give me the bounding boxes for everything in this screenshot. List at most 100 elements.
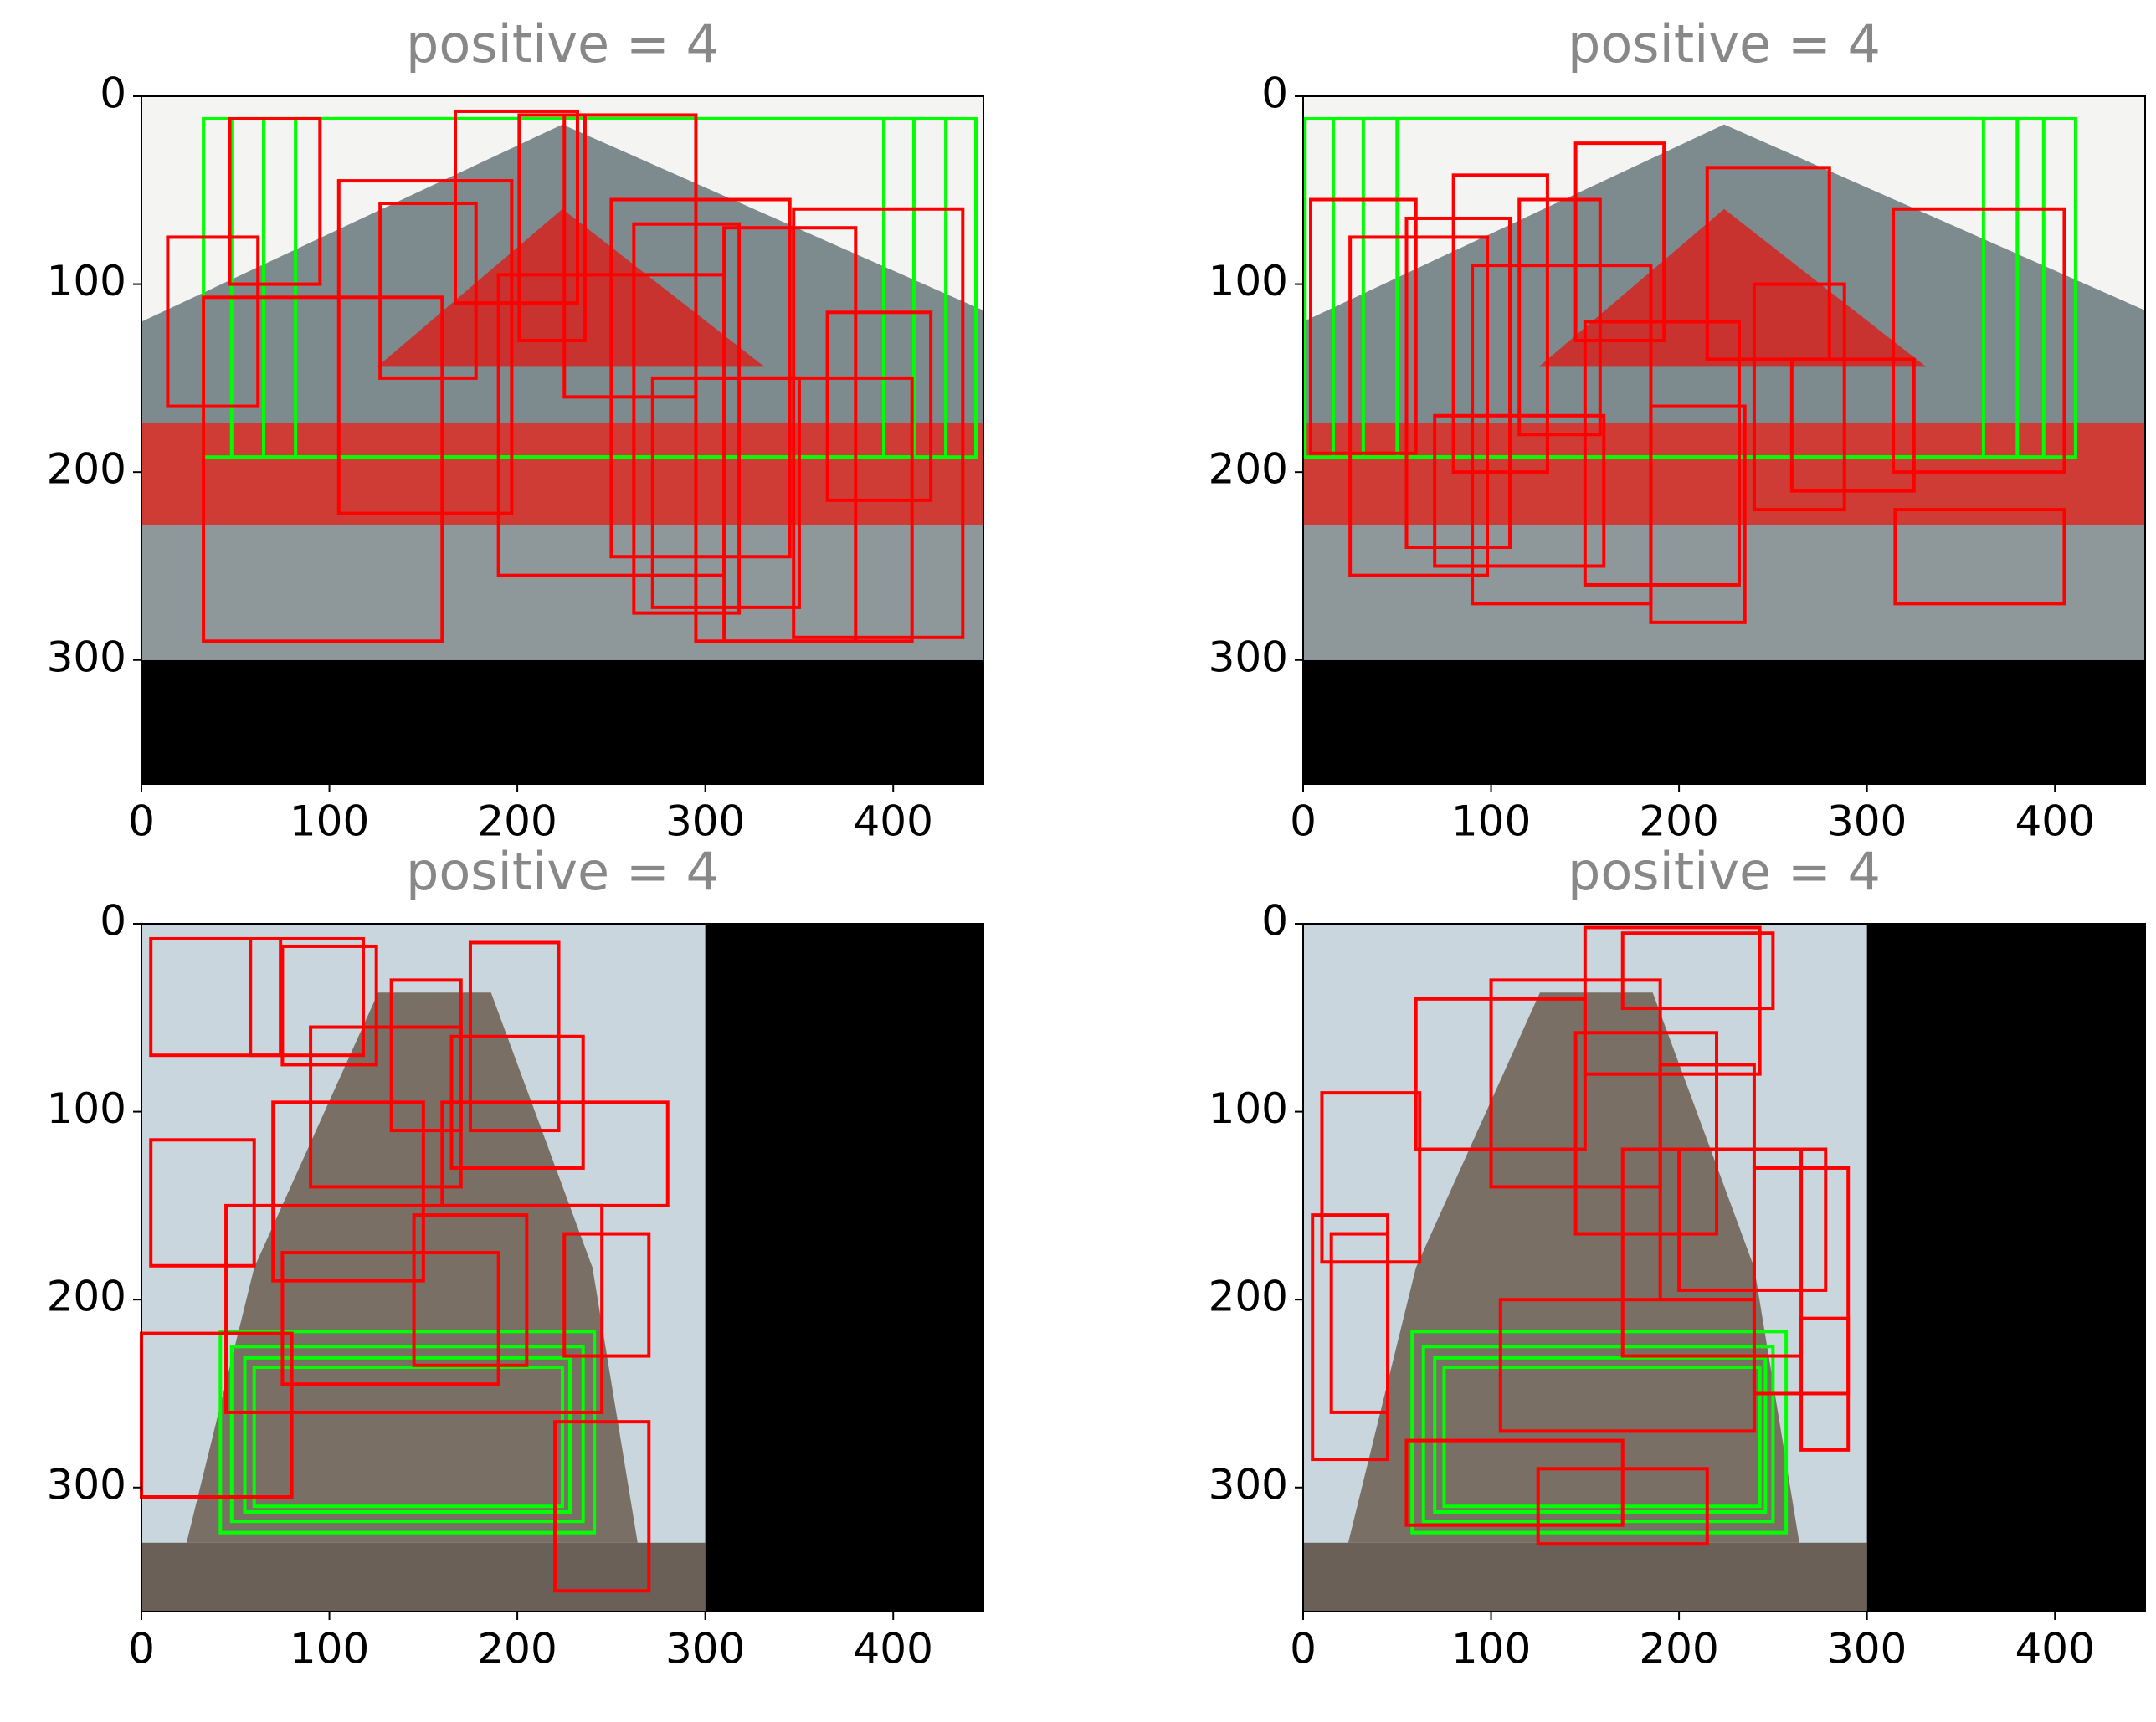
bounding-box bbox=[294, 116, 886, 459]
x-tick-label: 400 bbox=[853, 797, 932, 846]
photo bbox=[1303, 96, 2145, 660]
bounding-box bbox=[1410, 1330, 1789, 1535]
photo-gable bbox=[377, 208, 765, 367]
y-tick-label: 300 bbox=[47, 633, 126, 681]
photo-wall bbox=[1303, 423, 2145, 536]
x-tick-label: 200 bbox=[1639, 1625, 1718, 1673]
photo-wall bbox=[141, 423, 983, 536]
bounding-box bbox=[378, 202, 478, 380]
bounding-box bbox=[1451, 173, 1549, 474]
bounding-box bbox=[228, 116, 322, 286]
bounding-box bbox=[1649, 404, 1747, 624]
x-tick-label: 0 bbox=[128, 1625, 155, 1673]
x-tick-label: 300 bbox=[665, 1625, 745, 1673]
axes-frame bbox=[141, 923, 984, 1612]
bounding-box bbox=[249, 936, 365, 1058]
bounding-box bbox=[1705, 166, 1831, 361]
bounding-box bbox=[1395, 116, 1985, 459]
bounding-box bbox=[517, 113, 587, 342]
subplot-title: positive = 4 bbox=[1568, 841, 1881, 902]
bounding-box bbox=[280, 944, 378, 1067]
bounding-box bbox=[1404, 1438, 1625, 1527]
bounding-box bbox=[1752, 282, 1846, 512]
bounding-box bbox=[252, 1366, 564, 1509]
bounding-box bbox=[1308, 197, 1418, 455]
bounding-box bbox=[825, 310, 933, 502]
bounding-box bbox=[218, 1330, 597, 1535]
bounding-box bbox=[1789, 357, 1916, 493]
bounding-box bbox=[271, 1100, 425, 1283]
bounding-box bbox=[149, 936, 283, 1058]
x-tick-label: 400 bbox=[2015, 1625, 2094, 1673]
bounding-box bbox=[280, 1251, 501, 1386]
x-tick-label: 100 bbox=[1451, 797, 1531, 846]
bounding-box bbox=[1583, 925, 1762, 1076]
bounding-box bbox=[1620, 1147, 1804, 1358]
bounding-box bbox=[553, 1420, 651, 1593]
x-tick-label: 400 bbox=[853, 1625, 932, 1673]
y-tick-label: 0 bbox=[100, 897, 126, 946]
y-tick-label: 0 bbox=[100, 69, 126, 118]
axes-frame bbox=[141, 95, 984, 785]
bounding-box bbox=[1799, 1316, 1851, 1452]
bounding-box bbox=[632, 222, 742, 615]
y-tick-label: 300 bbox=[1209, 1460, 1288, 1509]
bounding-box bbox=[1620, 931, 1775, 1011]
x-tick-label: 100 bbox=[290, 1625, 369, 1673]
y-tick-label: 300 bbox=[1209, 633, 1288, 681]
y-tick-label: 200 bbox=[1209, 445, 1288, 494]
bounding-box bbox=[1404, 216, 1512, 550]
bounding-box bbox=[1433, 1356, 1768, 1514]
subplot: 0 100 200 300 400 0 100 200 300 positive = 4 bbox=[47, 841, 984, 1673]
bounding-box bbox=[1320, 1091, 1422, 1264]
subplot: 0 100 200 300 400 0 100 200 300 positive = 4 bbox=[47, 13, 984, 846]
bounding-box bbox=[229, 1345, 585, 1524]
y-tick-label: 300 bbox=[47, 1460, 126, 1509]
x-tick-label: 200 bbox=[477, 1625, 557, 1673]
x-tick-label: 0 bbox=[1290, 797, 1317, 846]
photo-ground bbox=[141, 1542, 706, 1612]
bounding-box bbox=[1421, 1345, 1775, 1524]
bounding-box bbox=[1892, 207, 2066, 474]
bounding-box bbox=[1442, 1366, 1762, 1509]
y-tick-label: 100 bbox=[47, 1084, 126, 1133]
y-tick-label: 100 bbox=[47, 257, 126, 305]
bounding-box bbox=[1517, 197, 1602, 437]
bounding-box bbox=[166, 235, 260, 408]
x-tick-label: 200 bbox=[477, 797, 557, 846]
bounding-box bbox=[562, 1232, 651, 1358]
x-tick-label: 400 bbox=[2015, 797, 2094, 846]
y-tick-label: 200 bbox=[1209, 1273, 1288, 1321]
bounding-box bbox=[1348, 235, 1490, 577]
bounding-box bbox=[1433, 413, 1606, 568]
bounding-box bbox=[1573, 141, 1666, 342]
y-tick-label: 0 bbox=[1261, 897, 1288, 946]
bounding-box bbox=[336, 179, 514, 515]
y-tick-label: 100 bbox=[1209, 257, 1288, 305]
axes-frame bbox=[1302, 923, 2146, 1612]
subplot-title: positive = 4 bbox=[406, 841, 719, 902]
photo-ground bbox=[1303, 1542, 1867, 1612]
x-tick-label: 100 bbox=[290, 797, 369, 846]
x-tick-label: 100 bbox=[1451, 1625, 1531, 1673]
bounding-box bbox=[149, 1138, 256, 1268]
bounding-box bbox=[412, 1213, 529, 1367]
y-tick-label: 100 bbox=[1209, 1084, 1288, 1133]
x-tick-label: 200 bbox=[1639, 797, 1718, 846]
bounding-box bbox=[1498, 1298, 1756, 1433]
bounding-box bbox=[792, 207, 965, 639]
bounding-box bbox=[224, 1203, 604, 1414]
photo-tower bbox=[1348, 992, 1799, 1543]
subplot: 0 100 200 300 400 0 100 200 300 positive = 4 bbox=[1209, 841, 2146, 1673]
bounding-box bbox=[202, 295, 444, 643]
y-tick-label: 200 bbox=[47, 1273, 126, 1321]
bounding-box bbox=[1893, 508, 2066, 606]
y-tick-label: 200 bbox=[47, 445, 126, 494]
axes-frame bbox=[1302, 95, 2146, 785]
bounding-box bbox=[1583, 320, 1741, 587]
bounding-box bbox=[562, 113, 698, 399]
y-tick-label: 0 bbox=[1261, 69, 1288, 118]
subplot: 0 100 200 300 400 0 100 200 300 positive = 4 bbox=[1209, 13, 2146, 846]
bounding-box bbox=[1573, 1031, 1719, 1236]
